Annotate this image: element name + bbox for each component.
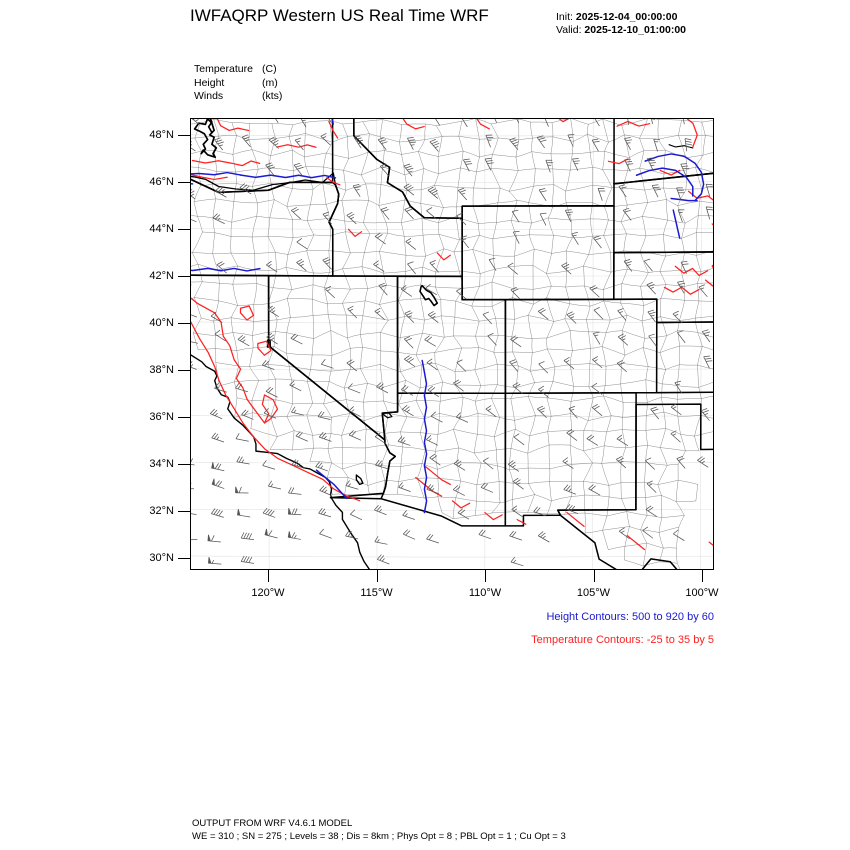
valid-value: 2025-12-10_01:00:00: [584, 24, 687, 36]
model-footer: OUTPUT FROM WRF V4.6.1 MODEL WE = 310 ; …: [192, 818, 566, 843]
coastline-layer: [191, 119, 694, 569]
units-winds-name: Winds: [194, 90, 224, 102]
lat-tick-label: 48°N: [149, 129, 174, 141]
lat-tick-mark: [178, 558, 190, 559]
init-label: Init:: [556, 11, 573, 23]
county-borders-layer: [191, 119, 713, 569]
lat-tick-label: 38°N: [149, 364, 174, 376]
lon-tick-label: 115°W: [360, 587, 393, 599]
lat-tick-label: 30°N: [149, 552, 174, 564]
units-key: Temperature (C) Height (m) Winds (kts): [194, 63, 282, 104]
lat-tick-label: 40°N: [149, 317, 174, 329]
units-temperature-unit: (C): [262, 63, 277, 75]
lat-tick-mark: [178, 229, 190, 230]
lon-tick-mark: [485, 570, 486, 582]
lon-tick-mark: [376, 570, 378, 582]
lat-tick-mark: [178, 182, 190, 183]
valid-row: Valid: 2025-12-10_01:00:00: [556, 24, 686, 37]
map-plot-area: [190, 118, 714, 570]
lon-tick-label: 110°W: [468, 587, 502, 599]
lat-tick-mark: [178, 464, 190, 465]
init-row: Init: 2025-12-04_00:00:00: [556, 11, 686, 24]
contour-legend: Height Contours: 500 to 920 by 60 Temper…: [0, 606, 714, 652]
footer-line-1: OUTPUT FROM WRF V4.6.1 MODEL: [192, 818, 353, 829]
lon-tick-mark: [702, 570, 703, 582]
map-canvas: [191, 119, 713, 569]
units-height-row: Height (m): [194, 77, 282, 91]
units-winds-unit: (kts): [262, 90, 283, 102]
lat-tick-mark: [178, 511, 190, 512]
lat-tick-mark: [178, 370, 190, 371]
lat-tick-mark: [178, 323, 190, 324]
lat-tick-label: 44°N: [149, 223, 174, 235]
page-title: IWFAQRP Western US Real Time WRF: [190, 6, 489, 25]
units-height-name: Height: [194, 76, 225, 89]
lat-tick-mark: [178, 417, 190, 418]
wind-barbs-layer: [191, 119, 713, 567]
units-winds-row: Winds (kts): [194, 90, 282, 104]
valid-label: Valid:: [556, 24, 582, 36]
footer-line-2: WE = 310 ; SN = 275 ; Levels = 38 ; Dis …: [192, 830, 566, 842]
height-contours-layer: [191, 119, 705, 514]
lon-tick-label: 105°W: [576, 587, 611, 599]
temperature-contour-legend: Temperature Contours: -25 to 35 by 5: [531, 634, 714, 646]
lat-tick-label: 32°N: [149, 505, 174, 517]
lon-tick-label: 100°W: [685, 587, 719, 599]
units-temperature-row: Temperature (C): [194, 63, 282, 77]
lat-tick-mark: [178, 135, 190, 136]
run-info: Init: 2025-12-04_00:00:00 Valid: 2025-12…: [556, 11, 686, 37]
height-contour-legend: Height Contours: 500 to 920 by 60: [546, 611, 714, 623]
init-value: 2025-12-04_00:00:00: [575, 11, 678, 23]
units-temperature-name: Temperature: [194, 63, 253, 75]
lat-tick-label: 36°N: [149, 411, 174, 423]
lon-tick-mark: [268, 570, 269, 582]
lon-tick-label: 120°W: [251, 587, 285, 599]
lat-tick-label: 42°N: [149, 270, 174, 282]
lat-tick-label: 34°N: [149, 458, 174, 470]
lon-tick-mark: [593, 570, 595, 582]
lat-tick-label: 46°N: [149, 176, 174, 188]
lat-tick-mark: [178, 276, 190, 277]
units-height-unit: (m): [262, 76, 278, 89]
